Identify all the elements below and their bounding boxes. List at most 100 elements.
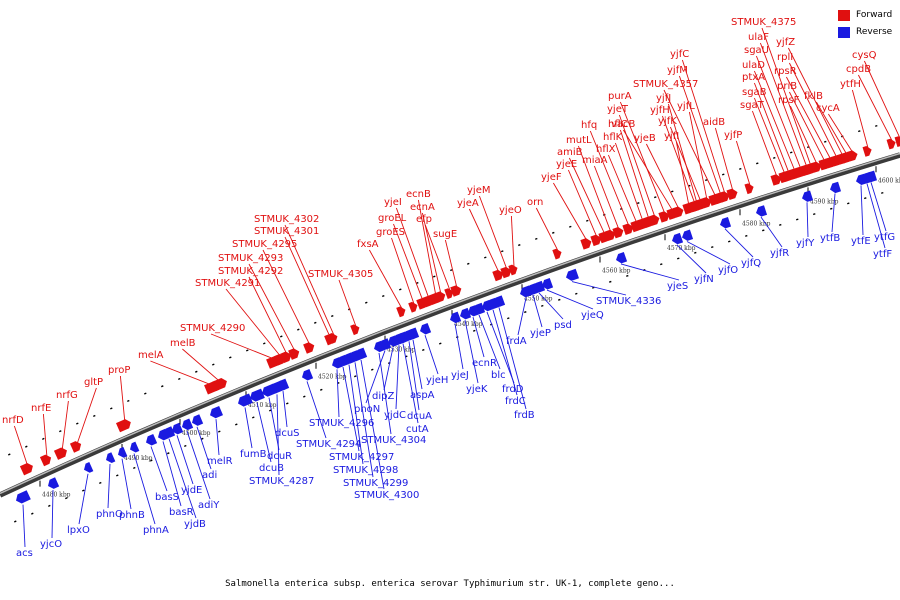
reverse-gene-frdA[interactable]: frdA — [506, 285, 533, 347]
forward-arrow — [396, 306, 406, 318]
reverse-gene-basS[interactable]: basS — [144, 433, 179, 503]
forward-gene-sugE[interactable]: sugE — [433, 229, 463, 297]
gene-label: dipZ — [372, 391, 394, 402]
minor-tick-top — [194, 370, 198, 373]
reverse-arrow — [379, 338, 392, 350]
forward-gene-aidB[interactable]: aidB — [703, 117, 739, 200]
forward-gene-yjeM[interactable]: yjeM — [467, 185, 513, 279]
forward-gene-groES[interactable]: groES — [376, 227, 419, 313]
forward-gene-yjeE[interactable]: yjeE — [556, 159, 603, 247]
forward-gene-yjeF[interactable]: yjeF — [541, 172, 593, 250]
reverse-gene-STMUK_4336[interactable]: STMUK_4336 — [564, 268, 661, 307]
forward-gene-nrfD[interactable]: nrfD — [2, 415, 35, 476]
forward-arrow — [288, 348, 300, 360]
forward-arrow — [69, 441, 82, 453]
reverse-gene-lpxO[interactable]: lpxO — [67, 461, 94, 536]
reverse-gene-yjdE[interactable]: yjdE — [170, 422, 202, 496]
gene-leader-line — [753, 70, 796, 172]
reverse-gene-ecnR[interactable]: ecnR — [466, 304, 497, 369]
reverse-gene-adiY[interactable]: adiY — [180, 418, 220, 511]
minor-tick-top — [773, 156, 776, 159]
forward-gene-purA[interactable]: purA — [608, 91, 671, 223]
reverse-gene-phnA[interactable]: phnA — [128, 441, 169, 536]
reverse-gene-yjeS[interactable]: yjeS — [614, 251, 688, 292]
gene-leader-line — [759, 42, 808, 168]
reverse-gene-yjfO[interactable]: yjfO — [680, 229, 738, 276]
reverse-gene-dcuB[interactable]: dcuB — [248, 388, 284, 474]
legend-forward-label: Forward — [856, 10, 893, 20]
reverse-gene-STMUK_4296[interactable]: STMUK_4296 — [309, 357, 374, 429]
reverse-gene-yjdB[interactable]: yjdB — [162, 426, 206, 530]
forward-gene-yjeB[interactable]: yjeB — [634, 133, 685, 218]
forward-gene-ytfH[interactable]: ytfH — [840, 79, 873, 157]
tick-label: 4530 kbp — [387, 347, 416, 354]
forward-gene-gltP[interactable]: gltP — [69, 377, 103, 453]
reverse-gene-yjeQ[interactable]: yjeQ — [540, 278, 604, 321]
reverse-gene-STMUK_4300[interactable]: STMUK_4300 — [354, 347, 419, 501]
forward-gene-yjeA[interactable]: yjeA — [457, 198, 505, 282]
forward-gene-efp[interactable]: efp — [416, 214, 455, 300]
reverse-gene-yjeJ[interactable]: yjeJ — [448, 311, 469, 381]
reverse-gene-ytfB[interactable]: ytfB — [820, 181, 842, 244]
forward-gene-cpdB[interactable]: cpdB — [846, 64, 897, 150]
forward-gene-STMUK_4295[interactable]: STMUK_4295 — [232, 239, 316, 354]
reverse-gene-phnO[interactable]: phnO — [96, 452, 123, 520]
forward-gene-yjfP[interactable]: yjfP — [724, 130, 755, 195]
reverse-gene-dcuS[interactable]: dcuS — [275, 378, 300, 439]
forward-gene-nrfE[interactable]: nrfE — [31, 403, 53, 467]
forward-gene-STMUK_4291[interactable]: STMUK_4291 — [195, 278, 287, 366]
forward-gene-STMUK_4293[interactable]: STMUK_4293 — [218, 253, 301, 360]
minor-tick-bottom — [234, 423, 238, 426]
reverse-gene-fumB[interactable]: fumB — [236, 393, 267, 460]
reverse-genes: acsyjcOlpxOphnOphnBphnAbasSbasRyjdByjdEa… — [14, 170, 896, 559]
reverse-gene-ytfG[interactable]: ytfG — [865, 170, 896, 243]
forward-gene-rpsF[interactable]: rpsF — [778, 95, 823, 173]
reverse-gene-psd[interactable]: psd — [532, 280, 572, 331]
reverse-gene-yjfR[interactable]: yjfR — [754, 205, 789, 259]
forward-gene-fxsA[interactable]: fxsA — [357, 239, 407, 318]
forward-gene-nrfG[interactable]: nrfG — [53, 390, 78, 460]
forward-gene-STMUK_4305[interactable]: STMUK_4305 — [308, 269, 373, 336]
reverse-gene-basR[interactable]: basR — [156, 428, 194, 518]
gene-leader-line — [863, 60, 900, 139]
reverse-gene-aspA[interactable]: aspA — [406, 327, 435, 401]
forward-gene-proP[interactable]: proP — [108, 365, 133, 433]
reverse-gene-melR[interactable]: melR — [207, 405, 233, 467]
gene-leader-line — [284, 236, 331, 337]
forward-gene-orn[interactable]: orn — [527, 197, 563, 260]
reverse-gene-yjcO[interactable]: yjcO — [40, 477, 62, 550]
forward-gene-hfq[interactable]: hfq — [581, 120, 635, 235]
forward-gene-miaA[interactable]: miaA — [582, 155, 625, 239]
tick-label: 4560 kbp — [602, 268, 631, 275]
forward-gene-cysQ[interactable]: cysQ — [852, 50, 900, 147]
reverse-gene-phoN[interactable]: phoN — [354, 338, 392, 415]
forward-gene-STMUK_4292[interactable]: STMUK_4292 — [218, 266, 293, 364]
forward-gene-yjfL[interactable]: yjfL — [677, 101, 713, 209]
forward-gene-STMUK_4302[interactable]: STMUK_4302 — [254, 214, 339, 344]
gene-leader-line — [182, 348, 222, 383]
forward-gene-STMUK_4290[interactable]: STMUK_4290 — [180, 323, 287, 369]
forward-gene-melA[interactable]: melA — [138, 350, 223, 395]
forward-gene-cycA[interactable]: cycA — [816, 103, 859, 162]
reverse-gene-adi[interactable]: adi — [190, 414, 217, 481]
forward-gene-mutL[interactable]: mutL — [566, 135, 617, 242]
tick-label: 4520 kbp — [318, 374, 347, 381]
reverse-gene-phnB[interactable]: phnB — [116, 446, 145, 521]
reverse-gene-yjeH[interactable]: yjeH — [418, 322, 448, 386]
forward-gene-sgaT[interactable]: sgaT — [740, 100, 783, 186]
reverse-gene-yjfN[interactable]: yjfN — [670, 232, 714, 285]
minor-tick-top — [41, 437, 45, 440]
gene-label: yjdE — [181, 485, 202, 496]
forward-gene-yjfC[interactable]: yjfC — [670, 49, 731, 203]
reverse-gene-yjfY[interactable]: yjfY — [796, 190, 815, 249]
reverse-gene-STMUK_4294[interactable]: STMUK_4294 — [296, 368, 361, 450]
reverse-gene-yjfQ[interactable]: yjfQ — [718, 216, 761, 269]
forward-gene-melB[interactable]: melB — [170, 338, 229, 392]
forward-gene-yjeO[interactable]: yjeO — [499, 205, 522, 276]
reverse-gene-frdB[interactable]: frdB — [492, 295, 535, 421]
forward-gene-yjeT[interactable]: yjeT — [607, 104, 661, 227]
reverse-gene-acs[interactable]: acs — [14, 490, 33, 559]
reverse-gene-yjeK[interactable]: yjeK — [458, 307, 488, 395]
reverse-arrow — [534, 280, 546, 293]
reverse-gene-blc[interactable]: blc — [472, 302, 506, 381]
